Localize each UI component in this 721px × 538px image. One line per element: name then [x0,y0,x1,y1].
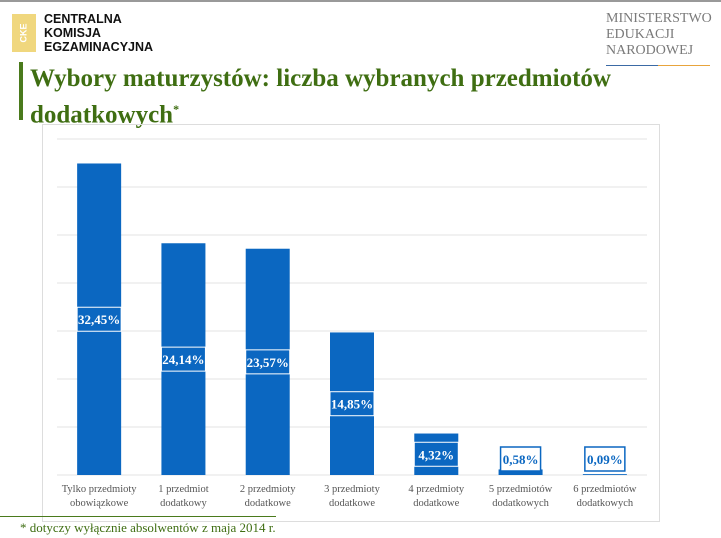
chart: 32,45% Tylko przedmioty obowiązkowe 24,14% 1… [42,124,660,522]
data-label: 14,85% [331,397,373,412]
data-label: 23,57% [247,355,289,370]
x-tick-label: dodatkowe [329,498,375,509]
bar-chart: 32,45% Tylko przedmioty obowiązkowe 24,14% 1… [57,138,647,509]
x-tick-label: 6 przedmiotów [573,484,637,495]
x-tick-label: Tylko przedmioty [62,484,138,495]
data-label: 4,32% [418,447,454,462]
data-label-box [76,306,122,332]
x-tick-label: 2 przedmioty [240,484,296,495]
ministry-pen-line [606,65,710,66]
x-tick-label: 3 przedmioty [324,484,380,495]
title-accent [19,62,23,120]
cke-logo: CKE [12,14,36,52]
data-label-box [499,446,542,472]
x-tick-label: dodatkowe [245,498,291,509]
x-tick-label: 1 przedmiot [158,484,209,495]
footnote: * dotyczy wyłącznie absolwentów z maja 2… [20,520,276,535]
ministry-logo: MINISTERSTWO EDUKACJI NARODOWEJ [606,11,712,66]
footnote-divider [0,516,276,517]
ministry-line: NARODOWEJ [606,43,694,58]
ministry-line: EDUKACJI [606,27,675,42]
data-label-box [245,349,291,375]
x-tick-label: dodatkowe [413,498,459,509]
bar [498,469,543,475]
data-label-box [584,446,626,472]
x-tick-label: dodatkowy [160,498,207,509]
data-label: 32,45% [78,312,120,327]
page-title: Wybory maturzystów: liczba wybranych prz… [30,65,611,129]
x-tick-label: 4 przedmioty [408,484,464,495]
x-tick-label: dodatkowych [577,498,634,509]
cke-name: CENTRALNA KOMISJA EGZAMINACYJNA [44,12,153,54]
data-label-box [329,391,375,417]
data-label-box [413,441,459,467]
org-line: KOMISJA [44,26,101,40]
org-line: EGZAMINACYJNA [44,40,154,54]
bar [582,474,627,475]
x-tick-label: 5 przedmiotów [489,484,553,495]
data-label: 0,09% [587,452,623,467]
data-label-box [160,346,206,372]
data-label: 0,58% [503,452,539,467]
org-line: CENTRALNA [44,12,122,26]
ministry-line: MINISTERSTWO [606,11,712,26]
data-label: 24,14% [162,352,204,367]
x-tick-label: dodatkowych [492,498,549,509]
x-tick-label: obowiązkowe [70,498,129,509]
